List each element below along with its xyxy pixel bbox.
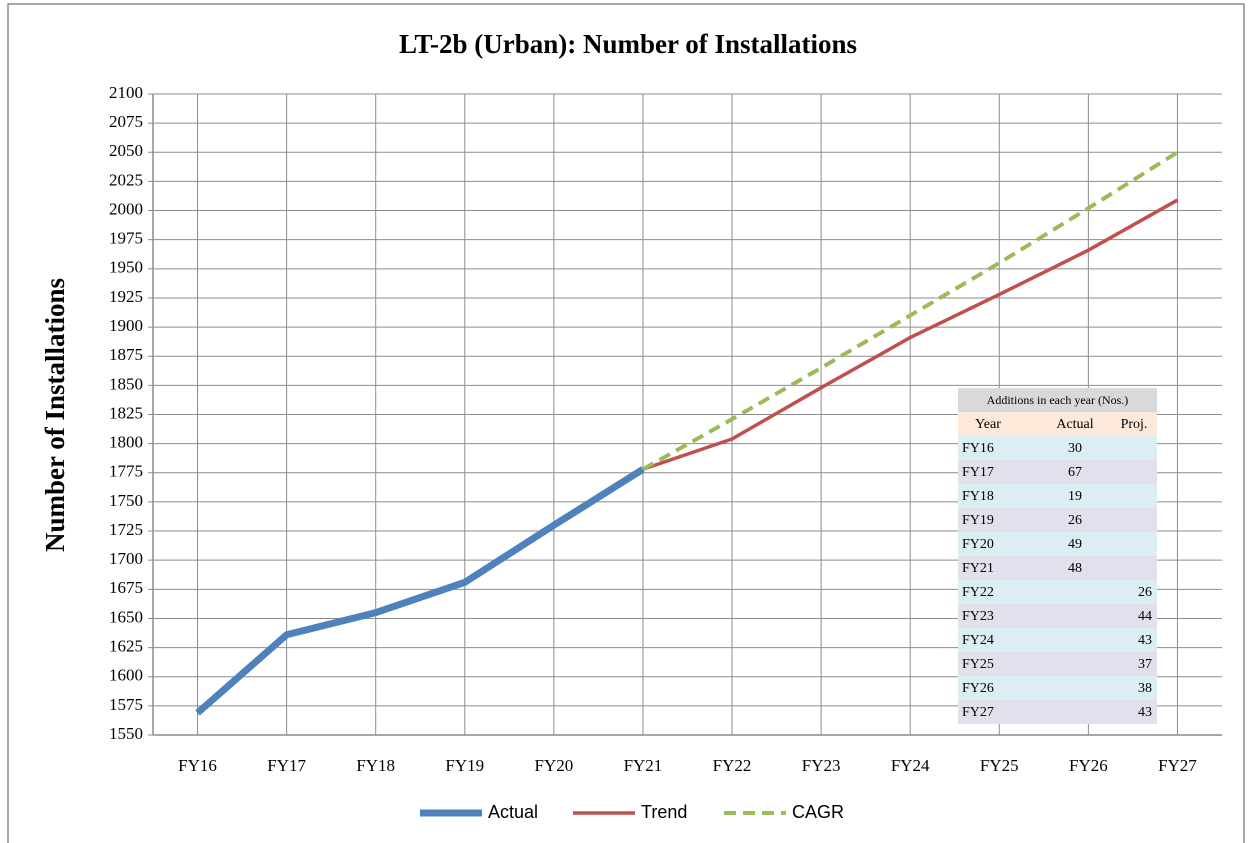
table-cell: 48 [1068,561,1082,576]
y-tick-label: 1800 [109,433,143,452]
table-row-bg [958,628,1157,652]
table-row-bg [958,676,1157,700]
table-row-bg [958,604,1157,628]
table-row-bg [958,484,1157,508]
table-row-bg [958,508,1157,532]
table-cell: FY17 [962,465,994,480]
x-tick-label: FY18 [356,756,395,775]
table-cell: FY27 [962,705,994,720]
table-header: Year [975,417,1001,432]
table-cell: 67 [1068,465,1082,480]
x-tick-label: FY20 [535,756,574,775]
table-cell: 49 [1068,537,1082,552]
y-tick-label: 2025 [109,170,143,189]
table-row-bg [958,460,1157,484]
x-tick-label: FY27 [1158,756,1197,775]
y-axis-label: Number of Installations [40,278,70,552]
series-line [642,198,1179,471]
series-line [641,150,1179,472]
legend-label: Actual [488,802,538,822]
table-cell: FY24 [962,633,994,648]
table-header-bg [958,412,1157,436]
y-tick-label: 1575 [109,695,143,714]
x-tick-label: FY21 [624,756,663,775]
y-tick-label: 1750 [109,491,143,510]
table-cell: 30 [1068,441,1082,456]
table-cell: 26 [1068,513,1082,528]
x-tick-label: FY16 [178,756,217,775]
y-tick-label: 1825 [109,403,143,422]
series-line [195,466,645,716]
y-tick-label: 1600 [109,666,143,685]
table-title-bg [958,388,1157,412]
x-tick-label: FY26 [1069,756,1108,775]
table-cell: 44 [1138,609,1152,624]
x-tick-label: FY17 [267,756,306,775]
y-tick-label: 2100 [109,83,143,102]
table-cell: FY23 [962,609,994,624]
table-cell: 43 [1138,633,1152,648]
table-cell: 37 [1138,657,1152,672]
table-row-bg [958,652,1157,676]
y-tick-label: 2000 [109,199,143,218]
legend-label: CAGR [792,802,844,822]
table-row-bg [958,556,1157,580]
table-cell: FY25 [962,657,994,672]
y-tick-label: 2050 [109,141,143,160]
chart-title: LT-2b (Urban): Number of Installations [399,29,857,59]
table-cell: 38 [1138,681,1152,696]
y-tick-label: 1950 [109,258,143,277]
table-row-bg [958,532,1157,556]
x-tick-label: FY24 [891,756,930,775]
table-cell: FY21 [962,561,994,576]
table-cell: FY19 [962,513,994,528]
table-row-bg [958,580,1157,604]
y-tick-label: 1900 [109,316,143,335]
y-tick-label: 2075 [109,112,143,131]
y-tick-label: 1925 [109,287,143,306]
legend-label: Trend [641,802,687,822]
y-tick-label: 1675 [109,578,143,597]
y-tick-label: 1850 [109,374,143,393]
y-tick-label: 1875 [109,345,143,364]
table-header: Actual [1056,417,1093,432]
table-cell: 43 [1138,705,1152,720]
table-row-bg [958,436,1157,460]
y-tick-label: 1700 [109,549,143,568]
table-cell: 26 [1138,585,1152,600]
table-header: Proj. [1121,417,1148,432]
x-tick-label: FY25 [980,756,1019,775]
table-cell: FY18 [962,489,994,504]
x-tick-label: FY22 [713,756,752,775]
table-row-bg [958,700,1157,724]
table-title: Additions in each year (Nos.) [987,393,1129,407]
table-cell: FY20 [962,537,994,552]
table-cell: 19 [1068,489,1082,504]
table-cell: FY26 [962,681,994,696]
table-cell: FY16 [962,441,994,456]
y-tick-label: 1725 [109,520,143,539]
y-tick-label: 1550 [109,724,143,743]
y-tick-label: 1650 [109,607,143,626]
x-tick-label: FY19 [445,756,484,775]
x-tick-label: FY23 [802,756,841,775]
y-tick-label: 1625 [109,636,143,655]
y-tick-label: 1975 [109,229,143,248]
table-cell: FY22 [962,585,994,600]
y-tick-label: 1775 [109,462,143,481]
